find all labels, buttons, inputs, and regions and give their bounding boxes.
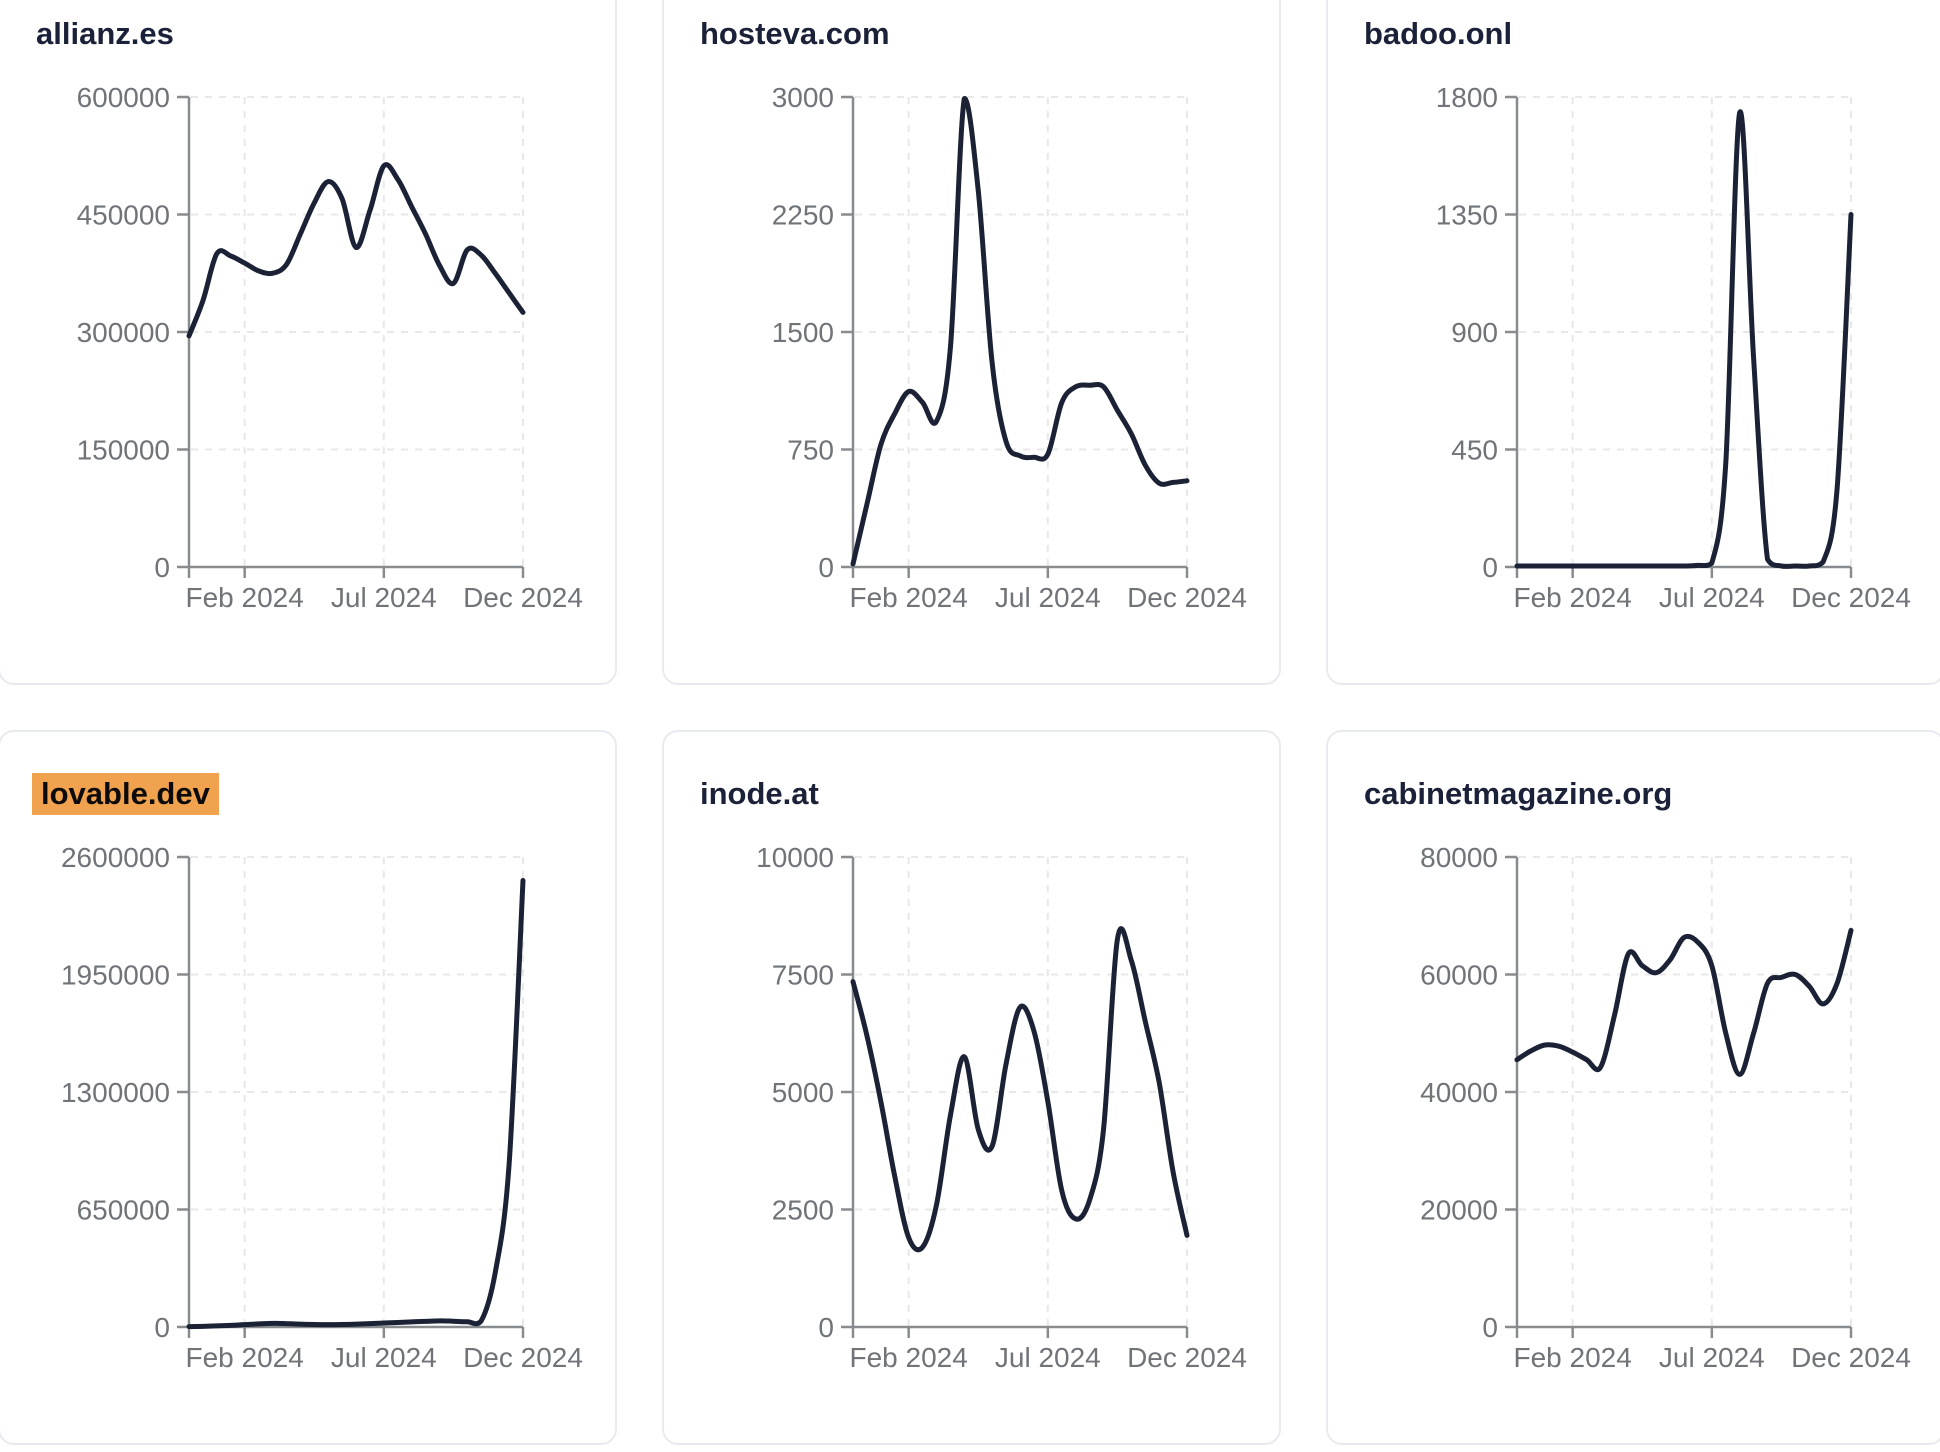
- chart-card-cabinetmagazine-org[interactable]: cabinetmagazine.org 0 20000 40000 60000 8000…: [1326, 730, 1940, 1445]
- chart-plot: 0 2500 5000 7500 10000 Feb 2024 Jul 2024 Dec 20…: [756, 842, 1247, 1373]
- data-line: [850, 96, 1190, 567]
- y-tick-label: 5000: [772, 1077, 834, 1108]
- x-tick-label: Feb 2024: [186, 1342, 304, 1373]
- y-tick-label: 2250: [772, 200, 834, 231]
- y-tick-label: 0: [818, 552, 834, 583]
- x-tick-label: Jul 2024: [995, 1342, 1101, 1373]
- y-tick-label: 80000: [1420, 842, 1498, 873]
- y-tick-label: 1800: [1436, 82, 1498, 113]
- x-tick-label: Feb 2024: [1514, 582, 1632, 613]
- data-line: [186, 162, 526, 339]
- chart-title: inode.at: [700, 776, 819, 811]
- x-tick-label: Feb 2024: [1514, 1342, 1632, 1373]
- y-tick-label: 150000: [77, 435, 170, 466]
- data-line: [850, 926, 1190, 1253]
- chart-card-badoo-onl[interactable]: badoo.onl 0 450 900 1350 1800 Feb 2024 Jul 202…: [1326, 0, 1940, 685]
- x-tick-label: Jul 2024: [1659, 582, 1765, 613]
- chart-card-lovable-dev[interactable]: lovable.dev 0 650000 1300000 1950000 2600000…: [0, 730, 617, 1445]
- x-tick-label: Feb 2024: [850, 1342, 968, 1373]
- data-line: [186, 878, 526, 1330]
- y-tick-label: 0: [1482, 552, 1498, 583]
- y-tick-label: 1950000: [61, 960, 170, 991]
- y-tick-label: 3000: [772, 82, 834, 113]
- x-tick-label: Dec 2024: [1127, 1342, 1247, 1373]
- chart-title-highlighted: lovable.dev: [32, 773, 219, 815]
- x-tick-label: Dec 2024: [1127, 582, 1247, 613]
- y-tick-label: 0: [1482, 1312, 1498, 1343]
- y-tick-label: 20000: [1420, 1195, 1498, 1226]
- x-tick-label: Feb 2024: [850, 582, 968, 613]
- x-tick-label: Jul 2024: [1659, 1342, 1765, 1373]
- chart-card-inode-at[interactable]: inode.at 0 2500 5000 7500 10000 Feb 2024 Jul 2…: [662, 730, 1281, 1445]
- y-tick-label: 0: [154, 552, 170, 583]
- x-tick-label: Jul 2024: [331, 582, 437, 613]
- y-tick-label: 0: [154, 1312, 170, 1343]
- x-tick-label: Feb 2024: [186, 582, 304, 613]
- y-tick-label: 40000: [1420, 1077, 1498, 1108]
- y-tick-label: 60000: [1420, 960, 1498, 991]
- x-tick-label: Jul 2024: [331, 1342, 437, 1373]
- data-line: [1514, 109, 1854, 569]
- y-tick-label: 10000: [756, 842, 834, 873]
- chart-plot: 0 150000 300000 450000 600000 Feb 2024 Jul 202…: [77, 82, 583, 613]
- chart-title: cabinetmagazine.org: [1364, 776, 1673, 811]
- y-tick-label: 7500: [772, 960, 834, 991]
- y-tick-label: 750: [787, 435, 834, 466]
- y-tick-label: 2500: [772, 1195, 834, 1226]
- data-line: [1514, 927, 1854, 1077]
- chart-plot: 0 20000 40000 60000 80000 Feb 2024 Jul 2024 Dec…: [1420, 842, 1911, 1373]
- y-tick-label: 2600000: [61, 842, 170, 873]
- y-tick-label: 1500: [772, 317, 834, 348]
- y-tick-label: 0: [818, 1312, 834, 1343]
- chart-title: allianz.es: [36, 16, 174, 51]
- chart-plot: 0 750 1500 2250 3000 Feb 2024 Jul 2024 Dec 2024: [772, 82, 1247, 613]
- chart-title: hosteva.com: [700, 16, 890, 51]
- y-tick-label: 300000: [77, 317, 170, 348]
- x-tick-label: Jul 2024: [995, 582, 1101, 613]
- chart-plot: 0 450 900 1350 1800 Feb 2024 Jul 2024 Dec 2024: [1436, 82, 1911, 613]
- y-tick-label: 1300000: [61, 1077, 170, 1108]
- y-tick-label: 650000: [77, 1195, 170, 1226]
- y-tick-label: 900: [1451, 317, 1498, 348]
- x-tick-label: Dec 2024: [463, 582, 583, 613]
- y-tick-label: 450: [1451, 435, 1498, 466]
- x-tick-label: Dec 2024: [463, 1342, 583, 1373]
- chart-plot: 0 650000 1300000 1950000 2600000 Feb 2024 Jul …: [61, 842, 583, 1373]
- x-tick-label: Dec 2024: [1791, 582, 1911, 613]
- y-tick-label: 600000: [77, 82, 170, 113]
- y-tick-label: 450000: [77, 200, 170, 231]
- chart-card-allianz-es[interactable]: allianz.es 0 150000 300000 450000 600000 Feb …: [0, 0, 617, 685]
- x-tick-label: Dec 2024: [1791, 1342, 1911, 1373]
- chart-card-hosteva-com[interactable]: hosteva.com 0 750 1500 2250 3000 Feb 2024 Jul …: [662, 0, 1281, 685]
- y-tick-label: 1350: [1436, 200, 1498, 231]
- chart-title: badoo.onl: [1364, 16, 1513, 51]
